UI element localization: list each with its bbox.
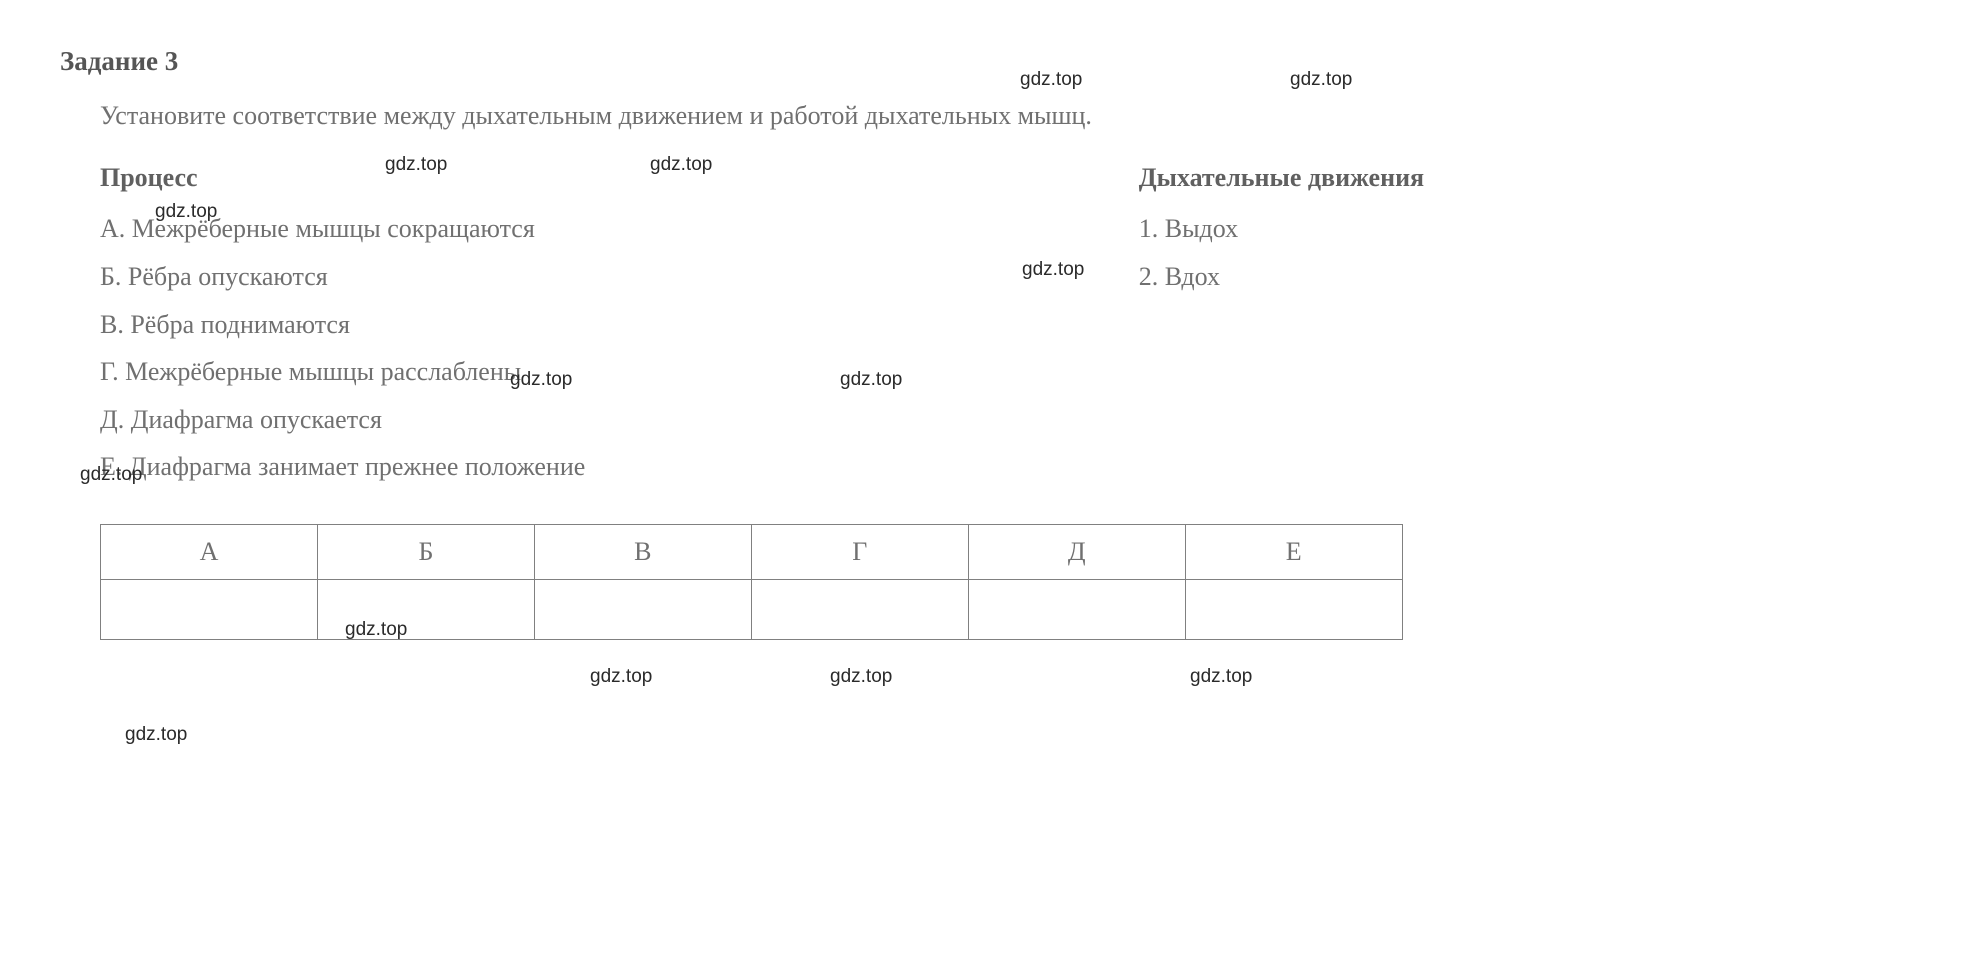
watermark-text: gdz.top bbox=[590, 662, 652, 692]
movement-item-2: 2. Вдох bbox=[1139, 256, 1921, 298]
process-item-g: Г. Межрёберные мышцы расслаблены bbox=[100, 351, 1039, 393]
process-item-b: Б. Рёбра опускаются bbox=[100, 256, 1039, 298]
task-description: Установите соответствие между дыхательны… bbox=[100, 95, 1921, 137]
process-item-a: А. Межрёберные мышцы сокращаются bbox=[100, 208, 1039, 250]
watermark-text: gdz.top bbox=[1190, 662, 1252, 692]
process-column: Процесс А. Межрёберные мышцы сокращаются… bbox=[100, 157, 1039, 494]
watermark-text: gdz.top bbox=[830, 662, 892, 692]
table-header-row: А Б В Г Д Е bbox=[101, 524, 1403, 579]
table-answer-cell[interactable] bbox=[101, 579, 318, 639]
table-answer-cell[interactable] bbox=[317, 579, 534, 639]
table-answer-cell[interactable] bbox=[751, 579, 968, 639]
table-header-cell: Г bbox=[751, 524, 968, 579]
table-answer-cell[interactable] bbox=[968, 579, 1185, 639]
answer-table: А Б В Г Д Е bbox=[100, 524, 1403, 640]
table-header-cell: А bbox=[101, 524, 318, 579]
table-answer-row bbox=[101, 579, 1403, 639]
table-header-cell: Д bbox=[968, 524, 1185, 579]
movements-column: Дыхательные движения 1. Выдох 2. Вдох bbox=[1139, 157, 1921, 494]
process-header: Процесс bbox=[100, 157, 1039, 199]
table-header-cell: Е bbox=[1185, 524, 1402, 579]
table-answer-cell[interactable] bbox=[1185, 579, 1402, 639]
movement-item-1: 1. Выдох bbox=[1139, 208, 1921, 250]
table-answer-cell[interactable] bbox=[534, 579, 751, 639]
process-item-d: Д. Диафрагма опускается bbox=[100, 399, 1039, 441]
table-header-cell: В bbox=[534, 524, 751, 579]
table-header-cell: Б bbox=[317, 524, 534, 579]
page-container: Задание 3 Установите соответствие между … bbox=[60, 40, 1921, 640]
watermark-text: gdz.top bbox=[125, 720, 187, 750]
columns-wrapper: Процесс А. Межрёберные мышцы сокращаются… bbox=[100, 157, 1921, 494]
movements-header: Дыхательные движения bbox=[1139, 157, 1921, 199]
process-item-e: Е. Диафрагма занимает прежнее положение bbox=[100, 446, 1039, 488]
task-title: Задание 3 bbox=[60, 40, 1921, 83]
process-item-v: В. Рёбра поднимаются bbox=[100, 304, 1039, 346]
